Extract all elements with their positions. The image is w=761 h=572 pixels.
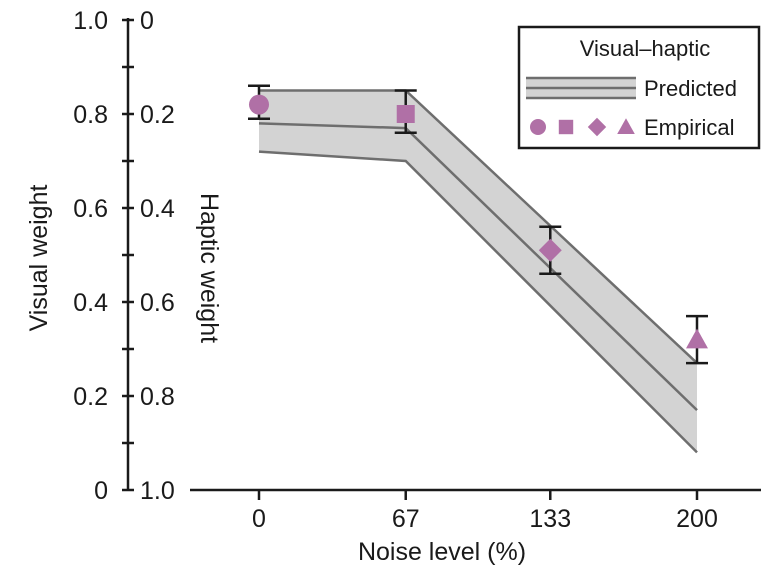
y-tick-label-visual: 0.2 [73,383,108,411]
y-tick-label-haptic: 0.6 [140,289,175,317]
y-tick-label-visual: 0.8 [73,101,108,129]
predicted-band-area [259,90,697,453]
x-axis-title: Noise level (%) [358,538,526,566]
x-tick-label: 0 [252,505,266,533]
legend-empirical-markers [530,117,635,137]
legend-marker-circle [530,119,546,135]
empirical-point-circle [248,84,270,120]
legend: Visual–haptic Predicted Empirical [517,25,761,150]
x-tick-label: 200 [676,505,718,533]
y-tick-label-haptic: 0.8 [140,383,175,411]
legend-predicted-swatch [526,76,636,100]
y-tick-label-visual: 1.0 [73,7,108,35]
predicted-lower-line [258,150,698,454]
axes: 0 1.0 0.2 0.8 0.4 0.6 0.6 0.4 0.8 0.2 1.0 0 0 67 133 20… [73,7,761,533]
y-tick-label-haptic: 1.0 [140,477,175,505]
y-tick-label-visual: 0.6 [73,195,108,223]
data-marker-square [396,105,415,123]
legend-marker-square [558,119,574,135]
empirical-point-diamond [538,225,562,276]
legend-title: Visual–haptic [580,36,710,61]
legend-marker-diamond [587,117,607,137]
y-tick-label-visual: 0.4 [73,289,108,317]
x-tick-label: 67 [392,505,420,533]
legend-predicted-label: Predicted [644,76,737,101]
y-tick-label-visual: 0 [94,477,108,505]
x-tick-label: 133 [529,505,571,533]
empirical-points [248,84,708,365]
data-marker-circle [249,94,269,115]
data-marker-diamond [538,238,562,262]
data-marker-triangle [686,328,708,349]
y-tick-label-haptic: 0 [140,7,154,35]
y-tick-label-haptic: 0.4 [140,195,175,223]
y-axis-title-visual: Visual weight [25,185,53,332]
y-tick-label-haptic: 0.2 [140,101,175,129]
legend-empirical-label: Empirical [644,115,734,140]
legend-marker-triangle [617,118,635,135]
empirical-point-square [394,89,417,135]
empirical-point-triangle [686,314,708,365]
y-axis-title-haptic: Haptic weight [195,193,223,343]
